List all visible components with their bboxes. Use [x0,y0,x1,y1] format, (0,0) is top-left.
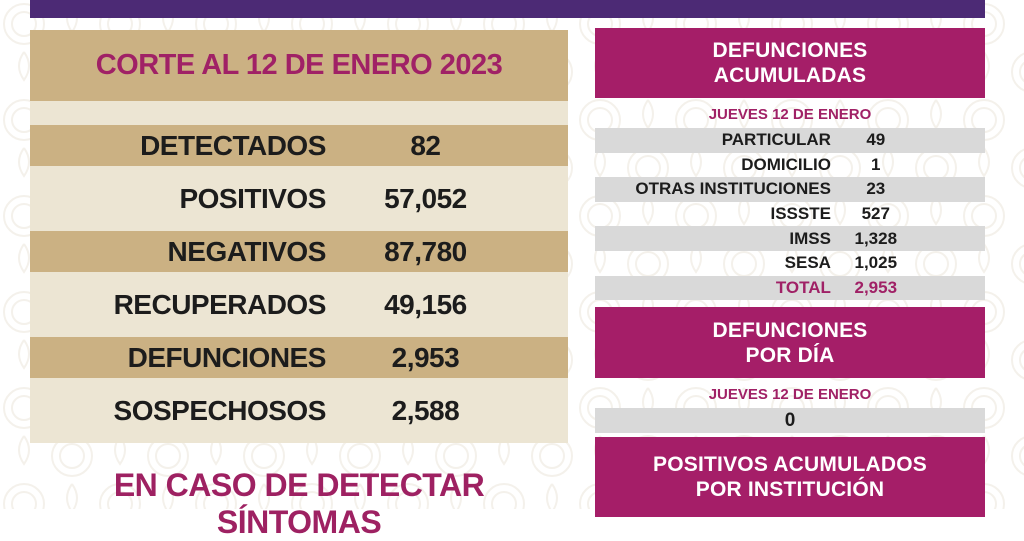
stat-value: 2,588 [391,394,460,426]
table-row-otras-instituciones: OTRAS INSTITUCIONES 23 [595,177,985,202]
table-row-sesa: SESA 1,025 [595,251,985,276]
row-value: 23 [866,179,886,199]
stat-label: SOSPECHOSOS [113,394,327,426]
table-row-imss: IMSS 1,328 [595,226,985,251]
stat-label: RECUPERADOS [113,288,327,320]
row-value: 49 [866,130,886,150]
top-accent-bar [30,0,985,18]
deaths-by-institution-table: PARTICULAR 49 DOMICILIO 1 OTRAS INSTITUC… [595,128,985,301]
header-line: DEFUNCIONES [712,318,868,342]
stat-label: DETECTADOS [140,129,326,161]
symptoms-footer-text: EN CASO DE DETECTAR SÍNTOMAS [113,467,485,540]
stat-row-negativos: NEGATIVOS 87,780 [30,231,568,272]
section-header-positivos-acumulados: POSITIVOS ACUMULADOS POR INSTITUCIÓN [595,437,985,517]
row-label: IMSS [789,228,831,248]
table-row-domicilio: DOMICILIO 1 [595,153,985,178]
header-line: POR DÍA [745,343,835,367]
row-value: 1,025 [854,253,898,273]
stat-label: DEFUNCIONES [127,341,327,373]
row-value: 1 [871,154,881,174]
stat-value: 82 [410,129,441,161]
section-header-defunciones-acumuladas: DEFUNCIONES ACUMULADAS [595,28,985,98]
date-label-por-dia: JUEVES 12 DE ENERO [708,386,872,403]
panel-spacer [30,101,568,125]
row-label: DOMICILIO [741,154,831,174]
row-value: 527 [861,204,890,224]
report-title: CORTE AL 12 DE ENERO 2023 [95,49,503,81]
stat-row-sospechosos: SOSPECHOSOS 2,588 [30,378,568,443]
stat-row-positivos: POSITIVOS 57,052 [30,166,568,231]
header-line: DEFUNCIONES [712,39,868,62]
section-header-defunciones-por-dia: DEFUNCIONES POR DÍA [595,307,985,378]
stat-value: 49,156 [384,288,467,320]
stat-row-recuperados: RECUPERADOS 49,156 [30,272,568,337]
row-value: 1,328 [854,228,898,248]
stat-value: 2,953 [391,341,460,373]
row-label: TOTAL [775,277,831,297]
stat-value: 57,052 [384,182,467,214]
row-label: PARTICULAR [721,130,831,150]
deaths-today-value: 0 [595,408,985,433]
row-label: SESA [784,253,831,273]
stat-label: POSITIVOS [179,182,326,214]
row-label: ISSSTE [770,204,831,224]
header-line: POSITIVOS ACUMULADOS [653,453,927,476]
date-label-acumuladas: JUEVES 12 DE ENERO [708,106,872,123]
stat-row-defunciones: DEFUNCIONES 2,953 [30,337,568,378]
table-row-particular: PARTICULAR 49 [595,128,985,153]
stat-value: 87,780 [384,235,467,267]
row-label: OTRAS INSTITUCIONES [635,179,831,199]
table-row-total: TOTAL 2,953 [595,275,985,301]
report-title-block: CORTE AL 12 DE ENERO 2023 [30,30,568,101]
table-row-issste: ISSSTE 527 [595,202,985,227]
header-line: ACUMULADAS [713,64,867,87]
row-value: 2,953 [854,277,898,297]
stat-label: NEGATIVOS [167,235,327,267]
stat-row-detectados: DETECTADOS 82 [30,125,568,166]
header-line: POR INSTITUCIÓN [695,478,885,501]
daily-report-panel: CORTE AL 12 DE ENERO 2023 DETECTADOS 82 … [30,30,568,443]
